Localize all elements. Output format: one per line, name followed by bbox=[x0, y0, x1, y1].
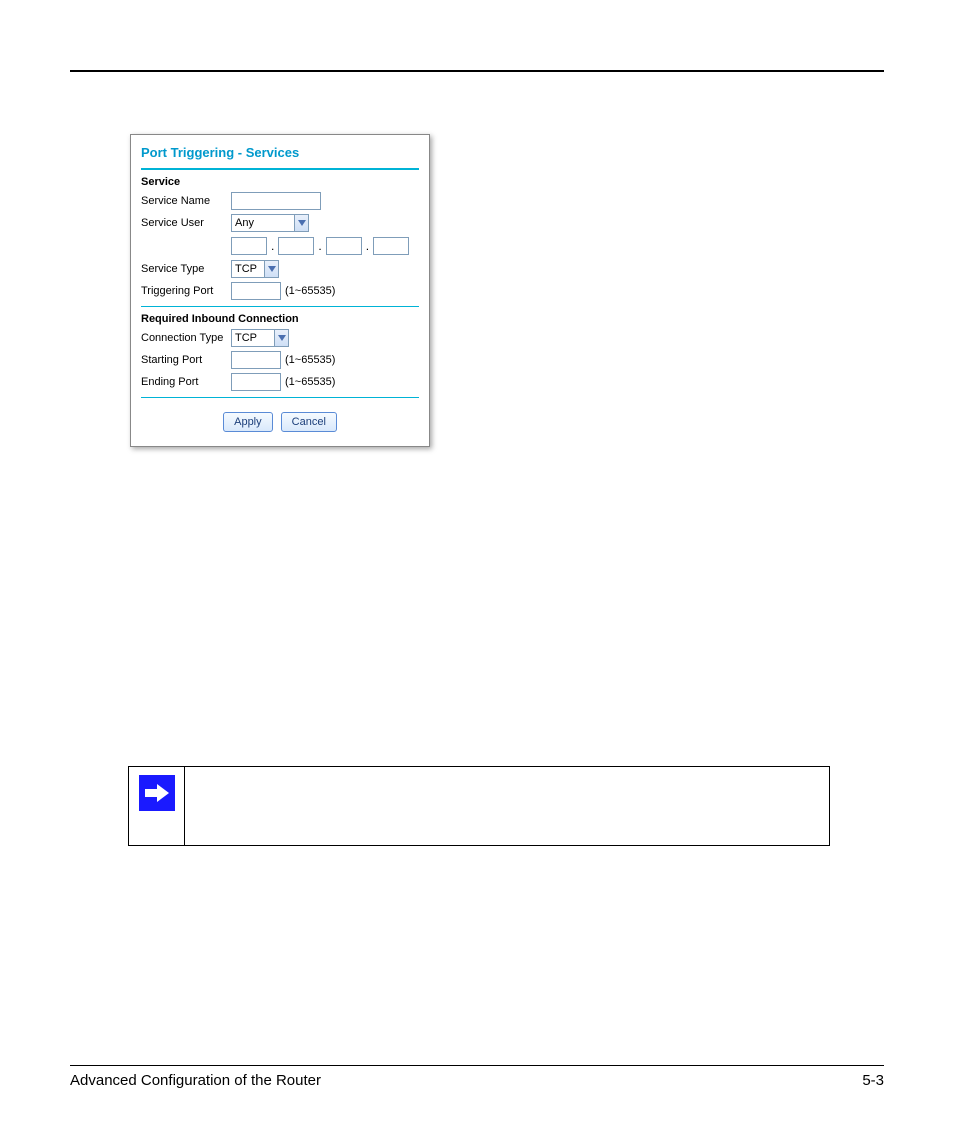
connection-type-label: Connection Type bbox=[141, 332, 231, 344]
service-type-value: TCP bbox=[235, 263, 257, 275]
panel-title: Port Triggering - Services bbox=[141, 143, 419, 166]
service-user-label: Service User bbox=[141, 217, 231, 229]
service-user-value: Any bbox=[235, 217, 254, 229]
starting-port-hint: (1~65535) bbox=[281, 354, 335, 366]
chevron-down-icon bbox=[264, 261, 278, 277]
page-footer: Advanced Configuration of the Router 5-3 bbox=[70, 1065, 884, 1089]
connection-type-row: Connection Type TCP bbox=[141, 327, 419, 349]
footer-left: Advanced Configuration of the Router bbox=[70, 1072, 321, 1089]
arrow-right-icon bbox=[139, 775, 175, 811]
triggering-port-hint: (1~65535) bbox=[281, 285, 335, 297]
ip-dot: . bbox=[318, 239, 321, 253]
service-section-heading: Service bbox=[141, 176, 419, 190]
separator bbox=[141, 306, 419, 307]
separator bbox=[141, 397, 419, 398]
chevron-down-icon bbox=[274, 330, 288, 346]
note-box bbox=[128, 766, 830, 846]
triggering-port-label: Triggering Port bbox=[141, 285, 231, 297]
service-type-select[interactable]: TCP bbox=[231, 260, 279, 278]
starting-port-input[interactable] bbox=[231, 351, 281, 369]
service-type-label: Service Type bbox=[141, 263, 231, 275]
service-user-select[interactable]: Any bbox=[231, 214, 309, 232]
ending-port-label: Ending Port bbox=[141, 376, 231, 388]
cancel-button[interactable]: Cancel bbox=[281, 412, 337, 432]
ip-octet-4-input[interactable] bbox=[373, 237, 409, 255]
service-user-row: Service User Any bbox=[141, 212, 419, 234]
triggering-port-input[interactable] bbox=[231, 282, 281, 300]
service-name-input[interactable] bbox=[231, 192, 321, 210]
ip-octet-1-input[interactable] bbox=[231, 237, 267, 255]
ip-octet-3-input[interactable] bbox=[326, 237, 362, 255]
footer-rule bbox=[70, 1065, 884, 1066]
apply-button[interactable]: Apply bbox=[223, 412, 273, 432]
service-name-row: Service Name bbox=[141, 190, 419, 212]
top-rule bbox=[70, 70, 884, 72]
separator bbox=[141, 168, 419, 170]
ending-port-input[interactable] bbox=[231, 373, 281, 391]
starting-port-label: Starting Port bbox=[141, 354, 231, 366]
button-row: Apply Cancel bbox=[141, 404, 419, 432]
service-type-row: Service Type TCP bbox=[141, 258, 419, 280]
connection-type-select[interactable]: TCP bbox=[231, 329, 289, 347]
footer-right: 5-3 bbox=[862, 1072, 884, 1089]
inbound-section-heading: Required Inbound Connection bbox=[141, 313, 419, 327]
ip-octet-2-input[interactable] bbox=[278, 237, 314, 255]
connection-type-value: TCP bbox=[235, 332, 257, 344]
port-triggering-panel: Port Triggering - Services Service Servi… bbox=[130, 134, 430, 447]
starting-port-row: Starting Port (1~65535) bbox=[141, 349, 419, 371]
ip-address-row: . . . bbox=[141, 234, 419, 258]
ending-port-row: Ending Port (1~65535) bbox=[141, 371, 419, 393]
triggering-port-row: Triggering Port (1~65535) bbox=[141, 280, 419, 302]
note-icon-cell bbox=[129, 767, 185, 845]
service-name-label: Service Name bbox=[141, 195, 231, 207]
chevron-down-icon bbox=[294, 215, 308, 231]
note-body bbox=[185, 767, 829, 845]
ip-dot: . bbox=[271, 239, 274, 253]
ip-dot: . bbox=[366, 239, 369, 253]
ending-port-hint: (1~65535) bbox=[281, 376, 335, 388]
